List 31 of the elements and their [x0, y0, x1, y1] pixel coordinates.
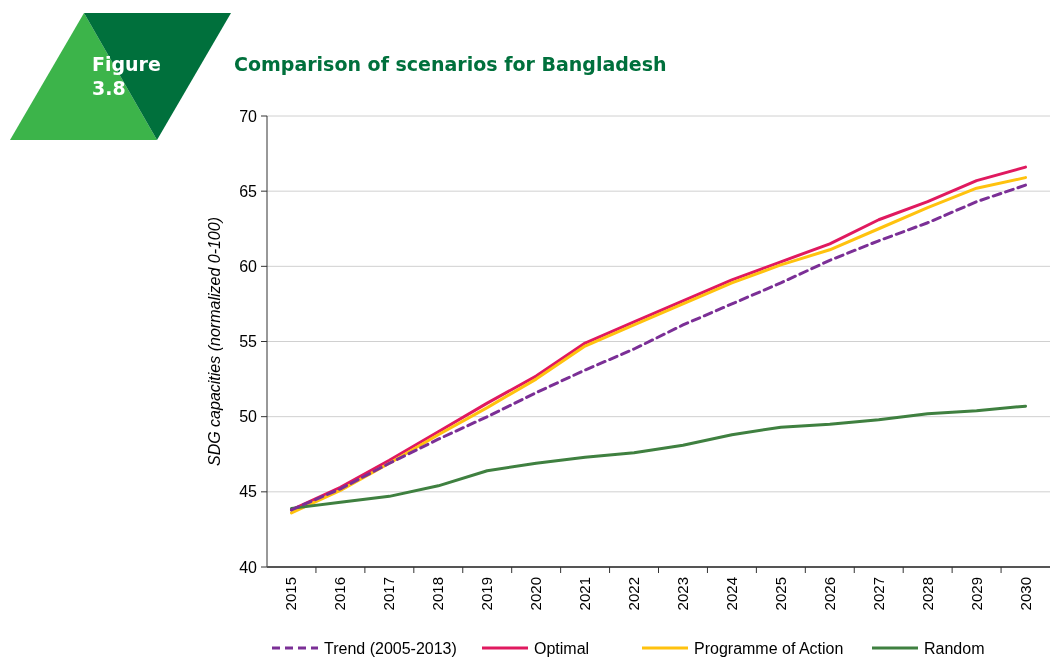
- y-tick-label: 70: [239, 107, 258, 125]
- x-tick-label: 2028: [918, 577, 936, 611]
- chart-title: Comparison of scenarios for Bangladesh: [234, 53, 667, 75]
- x-tick-label: 2022: [625, 577, 643, 611]
- legend-label: Random: [924, 639, 985, 657]
- y-tick-label: 55: [239, 333, 258, 351]
- y-tick-label: 45: [239, 483, 258, 501]
- line-series: [289, 404, 1028, 510]
- caption: Figure 3.8: [92, 53, 161, 99]
- y-tick-label: 60: [239, 257, 258, 275]
- x-tick-label: 2018: [429, 577, 447, 611]
- x-tick-label: 2015: [282, 577, 300, 611]
- x-tick-label: 2027: [869, 577, 887, 611]
- legend-label: Programme of Action: [694, 639, 844, 657]
- x-tick-label: 2025: [771, 577, 789, 611]
- x-tick-label: 2024: [722, 577, 740, 611]
- x-tick-label: 2016: [331, 577, 349, 611]
- legend-label: Trend (2005-2013): [324, 639, 457, 657]
- y-tick-label: 50: [239, 408, 258, 426]
- x-tick-label: 2030: [1016, 577, 1034, 611]
- legend-label: Optimal: [534, 639, 590, 657]
- x-tick-label: 2019: [478, 577, 496, 611]
- y-tick-label: 40: [239, 558, 258, 576]
- x-tick-label: 2021: [576, 577, 594, 611]
- x-tick-label: 2023: [673, 577, 691, 611]
- x-tick-label: 2017: [380, 577, 398, 611]
- x-tick-label: 2020: [527, 577, 545, 611]
- x-tick-label: 2029: [967, 577, 985, 611]
- y-tick-label: 65: [239, 182, 258, 200]
- x-tick-label: 2026: [820, 577, 838, 611]
- y-axis-title: SDG capacities (normalized 0-100): [206, 217, 223, 466]
